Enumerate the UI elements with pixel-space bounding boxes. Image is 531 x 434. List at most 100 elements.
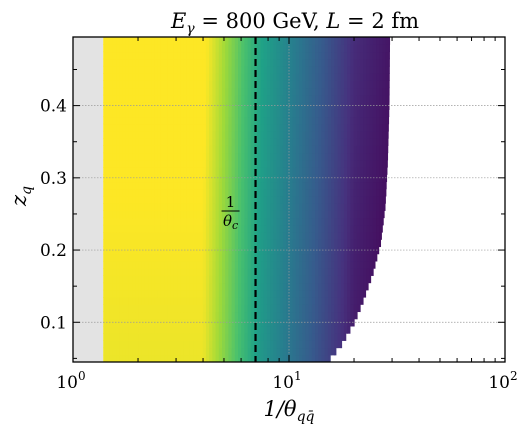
- heatmap-cell: [353, 253, 358, 262]
- heatmap-cell: [372, 80, 377, 89]
- heatmap-cell: [372, 188, 377, 197]
- heatmap-cell: [167, 167, 172, 175]
- heatmap-cell: [144, 130, 149, 139]
- heatmap-cell: [337, 268, 342, 276]
- heatmap-cell: [247, 260, 252, 269]
- heatmap-cell: [282, 145, 287, 154]
- heatmap-cell: [180, 268, 185, 276]
- heatmap-cell: [209, 239, 213, 248]
- heatmap-cell: [372, 94, 377, 103]
- heatmap-cell: [263, 260, 268, 269]
- heatmap-cell: [260, 224, 265, 233]
- heatmap-cell: [334, 210, 339, 219]
- heatmap-cell: [257, 123, 262, 132]
- heatmap-cell: [138, 65, 143, 74]
- heatmap-cell: [157, 260, 162, 269]
- heatmap-cell: [170, 304, 175, 313]
- heatmap-cell: [119, 130, 124, 139]
- heatmap-cell: [327, 340, 332, 349]
- heatmap-cell: [270, 347, 274, 356]
- heatmap-cell: [302, 304, 307, 313]
- heatmap-cell: [135, 44, 140, 53]
- heatmap-cell: [343, 246, 348, 255]
- heatmap-cell: [353, 203, 358, 211]
- heatmap-cell: [212, 195, 217, 204]
- heatmap-cell: [218, 188, 223, 197]
- heatmap-cell: [154, 87, 159, 96]
- heatmap-cell: [157, 210, 162, 219]
- heatmap-cell: [112, 174, 117, 183]
- excluded-region: [73, 37, 104, 362]
- heatmap-cell: [282, 73, 287, 81]
- heatmap-cell: [160, 217, 165, 226]
- heatmap-cell: [356, 181, 361, 190]
- heatmap-cell: [340, 167, 345, 175]
- heatmap-cell: [138, 260, 143, 269]
- heatmap-cell: [327, 80, 332, 89]
- heatmap-cell: [122, 232, 127, 240]
- heatmap-cell: [379, 102, 384, 110]
- heatmap-cell: [244, 138, 249, 146]
- heatmap-cell: [331, 224, 335, 233]
- heatmap-cell: [324, 58, 329, 67]
- heatmap-cell: [164, 297, 168, 305]
- heatmap-cell: [295, 102, 300, 110]
- heatmap-cell: [103, 73, 108, 81]
- heatmap-cell: [343, 232, 348, 240]
- heatmap-cell: [154, 138, 159, 146]
- heatmap-cell: [144, 44, 149, 53]
- heatmap-cell: [327, 130, 332, 139]
- heatmap-cell: [141, 130, 146, 139]
- heatmap-cell: [270, 268, 274, 276]
- heatmap-cell: [128, 268, 133, 276]
- heatmap-cell: [305, 297, 310, 305]
- heatmap-cell: [305, 37, 310, 45]
- heatmap-cell: [116, 138, 120, 146]
- heatmap-cell: [119, 333, 124, 341]
- heatmap-cell: [103, 123, 108, 132]
- heatmap-cell: [308, 297, 313, 305]
- heatmap-cell: [202, 311, 207, 320]
- heatmap-cell: [109, 145, 114, 154]
- heatmap-cell: [125, 217, 130, 226]
- heatmap-cell: [295, 297, 300, 305]
- heatmap-cell: [343, 138, 348, 146]
- heatmap-cell: [308, 73, 313, 81]
- heatmap-cell: [331, 253, 335, 262]
- heatmap-cell: [343, 260, 348, 269]
- heatmap-cell: [122, 181, 127, 190]
- heatmap-cell: [231, 354, 236, 362]
- heatmap-cell: [218, 80, 223, 89]
- heatmap-cell: [186, 203, 191, 211]
- heatmap-cell: [337, 58, 342, 67]
- heatmap-cell: [125, 297, 130, 305]
- heatmap-cell: [347, 159, 351, 168]
- heatmap-cell: [292, 145, 297, 154]
- heatmap-cell: [103, 188, 108, 197]
- heatmap-cell: [125, 333, 130, 341]
- heatmap-cell: [183, 232, 188, 240]
- heatmap-cell: [327, 116, 332, 125]
- heatmap-cell: [189, 304, 194, 313]
- heatmap-cell: [228, 297, 233, 305]
- heatmap-cell: [257, 109, 262, 118]
- heatmap-cell: [231, 109, 236, 118]
- heatmap-cell: [376, 152, 380, 161]
- heatmap-cell: [363, 58, 367, 67]
- heatmap-cell: [315, 167, 319, 175]
- heatmap-cell: [286, 109, 290, 118]
- heatmap-cell: [109, 297, 114, 305]
- heatmap-cell: [132, 51, 136, 60]
- heatmap-cell: [141, 289, 146, 298]
- heatmap-cell: [298, 109, 303, 118]
- heatmap-cell: [311, 65, 316, 74]
- heatmap-cell: [276, 311, 281, 320]
- heatmap-cell: [276, 297, 281, 305]
- heatmap-cell: [337, 275, 342, 284]
- heatmap-cell: [292, 253, 297, 262]
- heatmap-cell: [276, 94, 281, 103]
- heatmap-cell: [205, 94, 210, 103]
- heatmap-cell: [260, 65, 265, 74]
- heatmap-cell: [231, 195, 236, 204]
- heatmap-cell: [318, 167, 323, 175]
